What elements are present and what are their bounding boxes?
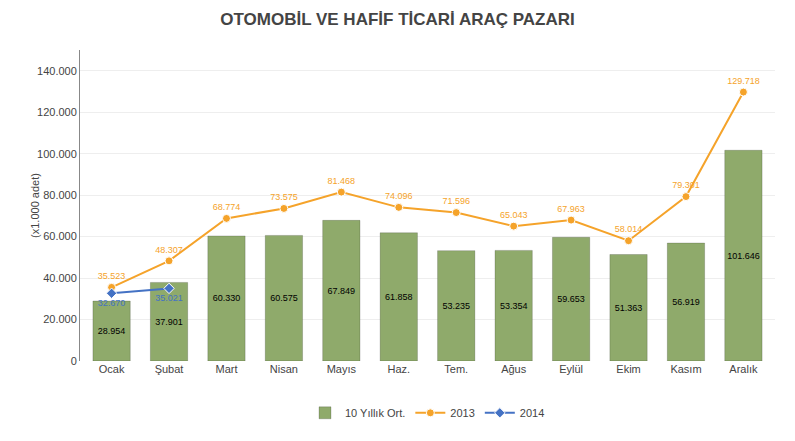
svg-text:32.670: 32.670 — [98, 298, 126, 308]
svg-text:40.000: 40.000 — [43, 272, 77, 284]
svg-text:28.954: 28.954 — [98, 326, 126, 336]
svg-text:140.000: 140.000 — [37, 65, 77, 77]
svg-text:67.963: 67.963 — [557, 204, 585, 214]
svg-text:68.774: 68.774 — [213, 202, 241, 212]
svg-text:60.000: 60.000 — [43, 230, 77, 242]
svg-text:Şubat: Şubat — [155, 363, 184, 375]
svg-text:2013: 2013 — [450, 407, 474, 419]
svg-text:81.468: 81.468 — [328, 176, 356, 186]
svg-text:60.575: 60.575 — [270, 293, 298, 303]
svg-text:129.718: 129.718 — [727, 76, 760, 86]
svg-text:51.363: 51.363 — [615, 303, 643, 313]
svg-text:37.901: 37.901 — [155, 317, 183, 327]
svg-text:61.858: 61.858 — [385, 292, 413, 302]
svg-text:120.000: 120.000 — [37, 106, 77, 118]
svg-text:71.596: 71.596 — [442, 196, 470, 206]
svg-text:100.000: 100.000 — [37, 148, 77, 160]
svg-text:79.301: 79.301 — [672, 180, 700, 190]
svg-text:Ağus: Ağus — [501, 363, 527, 375]
svg-text:0: 0 — [71, 355, 77, 367]
svg-text:74.096: 74.096 — [385, 191, 413, 201]
svg-text:Aralık: Aralık — [729, 363, 758, 375]
svg-text:101.646: 101.646 — [727, 251, 760, 261]
svg-text:2014: 2014 — [520, 407, 544, 419]
svg-text:Kasım: Kasım — [670, 363, 701, 375]
svg-text:56.919: 56.919 — [672, 297, 700, 307]
svg-text:OTOMOBİL VE HAFİF TİCARİ ARAÇ: OTOMOBİL VE HAFİF TİCARİ ARAÇ PAZARI — [220, 10, 574, 29]
svg-text:65.043: 65.043 — [500, 210, 528, 220]
svg-text:Mart: Mart — [215, 363, 237, 375]
svg-text:Tem.: Tem. — [444, 363, 468, 375]
svg-text:53.235: 53.235 — [442, 301, 470, 311]
svg-text:Nisan: Nisan — [270, 363, 298, 375]
svg-text:Haz.: Haz. — [387, 363, 410, 375]
svg-text:80.000: 80.000 — [43, 189, 77, 201]
svg-text:10 Yıllık Ort.: 10 Yıllık Ort. — [345, 407, 405, 419]
svg-text:Eylül: Eylül — [559, 363, 583, 375]
svg-text:48.307: 48.307 — [155, 245, 183, 255]
svg-text:Ocak: Ocak — [99, 363, 125, 375]
svg-text:35.021: 35.021 — [155, 293, 183, 303]
svg-text:Mayıs: Mayıs — [327, 363, 357, 375]
svg-text:59.653: 59.653 — [557, 294, 585, 304]
svg-text:73.575: 73.575 — [270, 192, 298, 202]
svg-text:53.354: 53.354 — [500, 301, 528, 311]
svg-text:67.849: 67.849 — [328, 286, 356, 296]
svg-text:58.014: 58.014 — [615, 224, 643, 234]
svg-text:60.330: 60.330 — [213, 293, 241, 303]
svg-text:(x1.000 adet): (x1.000 adet) — [29, 173, 41, 238]
svg-text:35.523: 35.523 — [98, 271, 126, 281]
svg-text:20.000: 20.000 — [43, 313, 77, 325]
svg-text:Ekim: Ekim — [616, 363, 640, 375]
